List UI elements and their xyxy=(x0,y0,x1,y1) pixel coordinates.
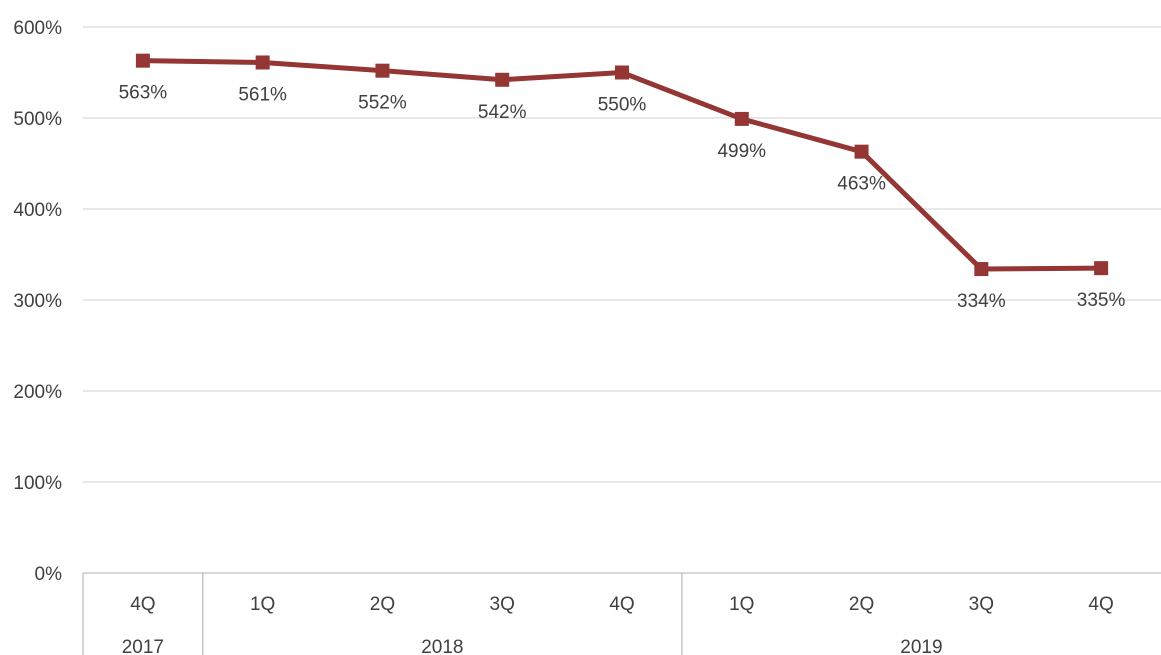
category-axis: 2017 2018 2019 4Q 1Q 2Q 3Q 4Q 1Q 2Q 3Q 4Q xyxy=(82,572,1161,655)
quarter-label: 1Q xyxy=(250,594,275,615)
quarter-label: 2Q xyxy=(370,594,395,615)
data-point-marker xyxy=(135,53,150,68)
y-tick-label: 300% xyxy=(13,291,62,312)
quarter-label: 1Q xyxy=(729,594,754,615)
year-label: 2017 xyxy=(122,637,164,655)
quarter-label: 3Q xyxy=(490,594,515,615)
y-tick-label: 500% xyxy=(13,109,62,130)
y-tick-label: 200% xyxy=(13,382,62,403)
data-point-marker xyxy=(255,55,270,70)
data-label: 561% xyxy=(238,84,287,105)
year-label: 2018 xyxy=(421,637,463,655)
data-label: 550% xyxy=(598,95,647,116)
y-tick-label: 100% xyxy=(13,473,62,494)
data-point-marker xyxy=(1094,261,1109,276)
y-tick-label: 400% xyxy=(13,200,62,221)
data-point-marker xyxy=(854,144,869,159)
quarter-label: 3Q xyxy=(969,594,994,615)
data-label: 542% xyxy=(478,102,527,123)
data-label: 499% xyxy=(717,141,766,162)
quarter-label: 4Q xyxy=(1088,594,1113,615)
data-point-marker xyxy=(495,72,510,87)
data-label: 552% xyxy=(358,93,407,114)
data-point-marker xyxy=(375,63,390,78)
data-label: 463% xyxy=(837,174,886,195)
quarter-label: 4Q xyxy=(130,594,155,615)
y-tick-label: 0% xyxy=(35,564,63,585)
gridlines xyxy=(83,26,1161,483)
quarter-label: 4Q xyxy=(609,594,634,615)
data-point-marker xyxy=(615,65,629,80)
series-line xyxy=(135,53,1109,277)
data-point-marker xyxy=(734,111,749,126)
data-label: 335% xyxy=(1077,290,1126,311)
data-labels: 563% 561% 552% 542% 550% 499% 463% 334% 335% xyxy=(119,83,1126,312)
year-label: 2019 xyxy=(900,637,942,655)
y-axis-ticks: 0% 100% 200% 300% 400% 500% 600% xyxy=(13,18,62,585)
quarter-label: 2Q xyxy=(849,594,874,615)
data-label: 334% xyxy=(957,291,1006,312)
y-tick-label: 600% xyxy=(13,18,62,39)
data-point-marker xyxy=(974,262,989,277)
data-label: 563% xyxy=(119,83,168,104)
